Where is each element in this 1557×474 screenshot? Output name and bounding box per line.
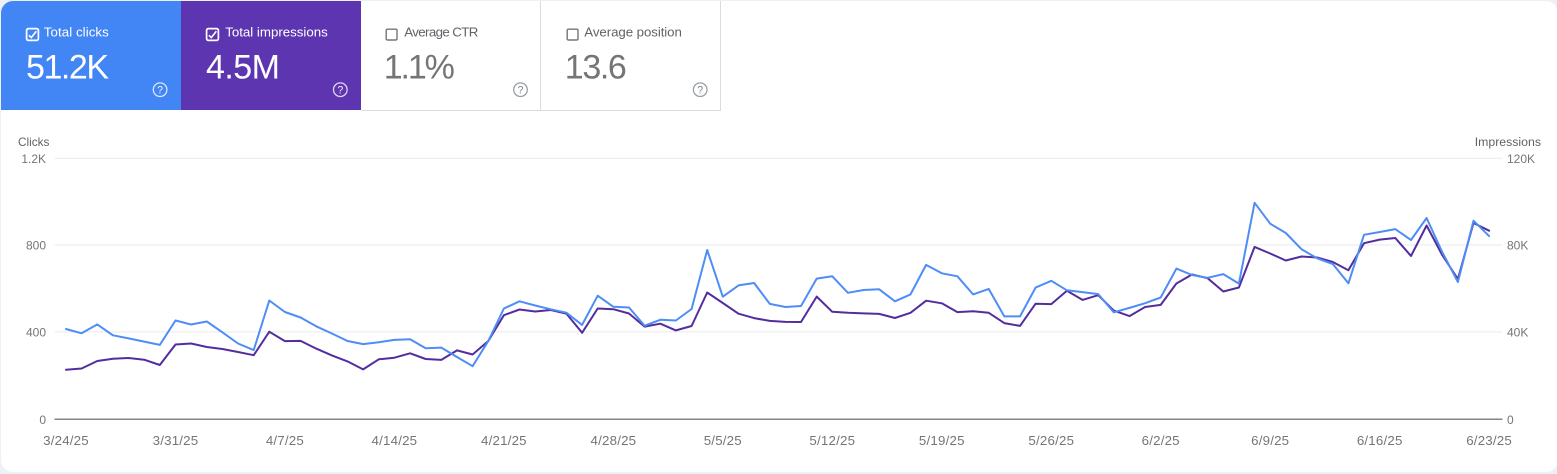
svg-text:80K: 80K — [1507, 239, 1528, 253]
svg-text:4.5M: 4.5M — [206, 49, 280, 87]
svg-text:6/16/25: 6/16/25 — [1357, 433, 1403, 448]
svg-text:120K: 120K — [1507, 152, 1535, 166]
svg-text:?: ? — [157, 85, 163, 97]
svg-text:4/28/25: 4/28/25 — [591, 433, 637, 448]
svg-text:800: 800 — [26, 239, 46, 253]
svg-text:?: ? — [518, 85, 524, 97]
svg-text:13.6: 13.6 — [565, 49, 627, 87]
svg-text:400: 400 — [26, 326, 46, 340]
svg-text:1.2K: 1.2K — [21, 152, 46, 166]
svg-text:Average position: Average position — [584, 25, 682, 40]
svg-text:5/5/25: 5/5/25 — [704, 433, 742, 448]
svg-text:4/7/25: 4/7/25 — [266, 433, 304, 448]
svg-text:5/19/25: 5/19/25 — [919, 433, 965, 448]
svg-text:1.1%: 1.1% — [384, 49, 455, 87]
svg-text:6/23/25: 6/23/25 — [1466, 433, 1512, 448]
svg-text:3/31/25: 3/31/25 — [153, 433, 199, 448]
svg-text:5/12/25: 5/12/25 — [809, 433, 855, 448]
svg-text:?: ? — [337, 85, 343, 97]
svg-text:Average CTR: Average CTR — [404, 25, 478, 40]
svg-text:6/2/25: 6/2/25 — [1142, 433, 1180, 448]
svg-text:3/24/25: 3/24/25 — [43, 433, 89, 448]
svg-text:0: 0 — [1507, 413, 1514, 427]
svg-text:40K: 40K — [1507, 326, 1528, 340]
svg-text:0: 0 — [39, 413, 46, 427]
svg-text:Impressions: Impressions — [1475, 135, 1541, 149]
svg-text:Clicks: Clicks — [18, 135, 50, 149]
svg-text:51.2K: 51.2K — [26, 49, 109, 87]
svg-text:Total impressions: Total impressions — [225, 25, 328, 40]
svg-text:?: ? — [697, 85, 703, 97]
svg-text:5/26/25: 5/26/25 — [1028, 433, 1074, 448]
svg-text:4/14/25: 4/14/25 — [372, 433, 418, 448]
svg-text:6/9/25: 6/9/25 — [1251, 433, 1289, 448]
svg-text:Total clicks: Total clicks — [44, 25, 109, 40]
svg-text:4/21/25: 4/21/25 — [481, 433, 527, 448]
